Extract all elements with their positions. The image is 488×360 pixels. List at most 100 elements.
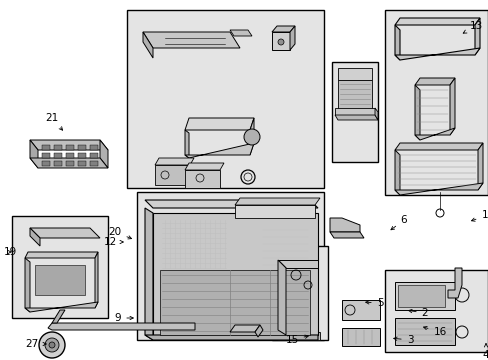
Polygon shape bbox=[235, 205, 314, 218]
Bar bbox=[78, 145, 86, 150]
Polygon shape bbox=[184, 118, 253, 130]
Polygon shape bbox=[229, 30, 251, 36]
Bar bbox=[137, 192, 324, 340]
Polygon shape bbox=[30, 158, 108, 168]
Text: 13: 13 bbox=[462, 21, 482, 33]
Bar bbox=[42, 145, 50, 150]
Polygon shape bbox=[30, 228, 100, 238]
Polygon shape bbox=[145, 200, 317, 208]
Polygon shape bbox=[289, 26, 294, 50]
Bar bbox=[331, 62, 377, 162]
Polygon shape bbox=[30, 228, 40, 246]
Polygon shape bbox=[374, 108, 377, 120]
Circle shape bbox=[49, 342, 55, 348]
Text: 19: 19 bbox=[3, 247, 17, 257]
Polygon shape bbox=[25, 252, 98, 258]
Text: 2: 2 bbox=[408, 308, 427, 318]
Bar bbox=[54, 153, 62, 158]
Bar bbox=[127, 10, 324, 188]
Bar bbox=[260, 225, 309, 268]
Polygon shape bbox=[414, 85, 419, 140]
Polygon shape bbox=[271, 26, 294, 32]
Polygon shape bbox=[48, 323, 195, 330]
Bar bbox=[54, 161, 62, 166]
Polygon shape bbox=[394, 48, 479, 60]
Polygon shape bbox=[160, 270, 309, 335]
Polygon shape bbox=[449, 78, 454, 135]
Bar bbox=[90, 161, 98, 166]
Text: 15: 15 bbox=[285, 335, 308, 345]
Polygon shape bbox=[52, 310, 65, 323]
Text: 14: 14 bbox=[470, 210, 488, 221]
Polygon shape bbox=[394, 18, 479, 25]
Bar bbox=[35, 265, 85, 295]
Text: 27: 27 bbox=[25, 339, 46, 349]
Polygon shape bbox=[95, 252, 98, 308]
Polygon shape bbox=[25, 302, 98, 312]
Polygon shape bbox=[329, 232, 363, 238]
Bar bbox=[42, 161, 50, 166]
Polygon shape bbox=[249, 118, 253, 155]
Bar bbox=[394, 282, 454, 310]
Bar bbox=[90, 145, 98, 150]
Bar bbox=[42, 153, 50, 158]
Polygon shape bbox=[334, 108, 374, 115]
Bar bbox=[341, 300, 379, 320]
Polygon shape bbox=[447, 268, 461, 298]
Bar bbox=[12, 216, 108, 318]
Polygon shape bbox=[329, 218, 359, 232]
Bar bbox=[66, 145, 74, 150]
Polygon shape bbox=[271, 32, 289, 50]
Polygon shape bbox=[142, 32, 240, 48]
Circle shape bbox=[278, 39, 284, 45]
Polygon shape bbox=[145, 208, 153, 340]
Polygon shape bbox=[155, 165, 190, 185]
Bar bbox=[160, 218, 227, 270]
Polygon shape bbox=[145, 335, 317, 340]
Bar bbox=[397, 285, 444, 307]
Polygon shape bbox=[153, 213, 317, 335]
Bar bbox=[271, 246, 327, 340]
Polygon shape bbox=[278, 260, 285, 335]
Polygon shape bbox=[25, 258, 30, 312]
Polygon shape bbox=[394, 183, 482, 195]
Bar bbox=[66, 161, 74, 166]
Circle shape bbox=[45, 338, 59, 352]
Polygon shape bbox=[394, 25, 399, 60]
Polygon shape bbox=[394, 143, 482, 150]
Text: 3: 3 bbox=[393, 335, 412, 345]
Polygon shape bbox=[254, 325, 263, 337]
Text: 9: 9 bbox=[115, 313, 133, 323]
Polygon shape bbox=[414, 78, 454, 85]
Bar bbox=[278, 332, 319, 340]
Circle shape bbox=[244, 129, 260, 145]
Bar bbox=[78, 161, 86, 166]
Polygon shape bbox=[334, 115, 377, 120]
Bar bbox=[384, 10, 487, 195]
Polygon shape bbox=[184, 143, 253, 158]
Text: 4: 4 bbox=[482, 344, 488, 360]
Polygon shape bbox=[184, 163, 224, 170]
Bar bbox=[78, 153, 86, 158]
Polygon shape bbox=[142, 32, 153, 58]
Bar bbox=[90, 153, 98, 158]
Text: 21: 21 bbox=[45, 113, 62, 130]
Text: 6: 6 bbox=[390, 215, 407, 230]
Text: 5: 5 bbox=[365, 298, 383, 308]
Bar bbox=[337, 80, 371, 112]
Polygon shape bbox=[184, 170, 220, 188]
Bar bbox=[337, 68, 371, 80]
Bar bbox=[394, 318, 454, 345]
Polygon shape bbox=[394, 150, 399, 195]
Polygon shape bbox=[30, 140, 108, 150]
Text: 12: 12 bbox=[103, 237, 123, 247]
Polygon shape bbox=[30, 140, 38, 168]
Polygon shape bbox=[155, 158, 194, 165]
Text: 16: 16 bbox=[423, 327, 446, 337]
Polygon shape bbox=[184, 130, 189, 158]
Bar bbox=[384, 270, 487, 352]
Text: 20: 20 bbox=[108, 227, 131, 239]
Circle shape bbox=[39, 332, 65, 358]
Polygon shape bbox=[477, 143, 482, 190]
Bar bbox=[66, 153, 74, 158]
